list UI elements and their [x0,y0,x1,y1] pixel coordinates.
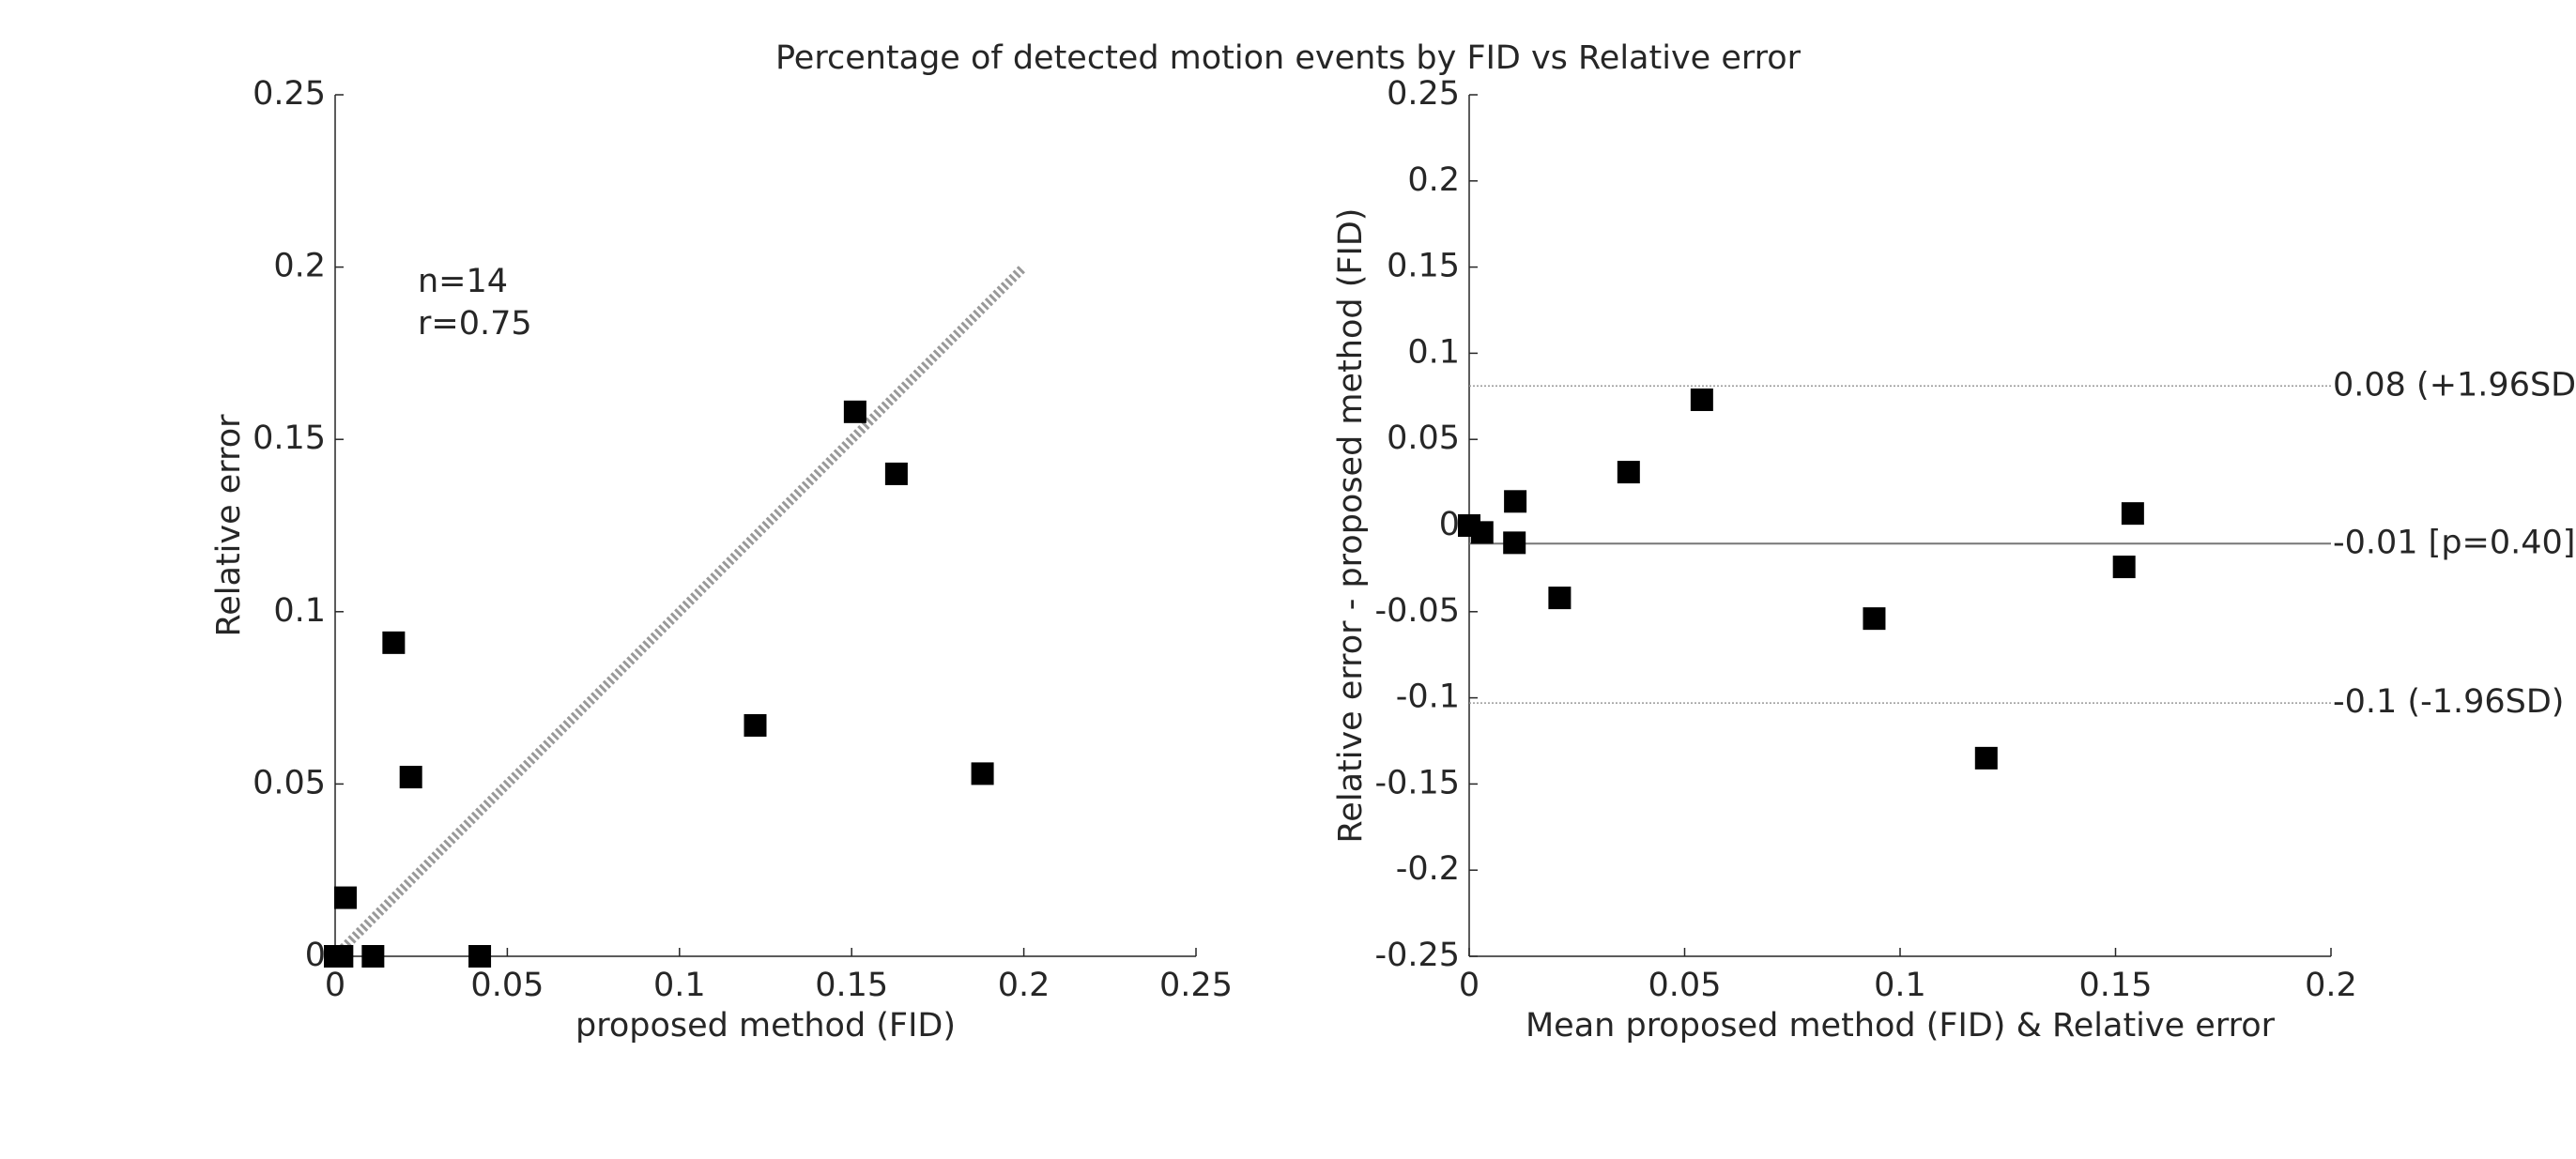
x-tick-label: 0.05 [470,967,544,1004]
x-axis-label: Mean proposed method (FID) & Relative er… [1526,1007,2276,1045]
point [399,766,422,789]
reference-line-label: 0.08 (+1.96SD) [2333,366,2576,404]
point [971,762,994,785]
y-tick-label: -0.25 [1374,937,1460,974]
x-tick-label: 0 [1459,967,1480,1004]
y-tick-label: 0.2 [273,248,326,285]
annotation: n=14 [418,263,508,300]
point [744,713,767,737]
x-tick-label: 0.15 [815,967,888,1004]
point [843,400,866,423]
point [361,945,385,968]
y-tick-label: -0.15 [1374,764,1460,801]
y-tick-label: 0.15 [253,419,326,457]
y-tick-label: 0.05 [253,764,326,801]
y-tick-label: 0.1 [273,592,326,630]
point [1974,746,1998,770]
point [1690,388,1713,411]
point [2121,502,2144,526]
x-tick-label: 0 [325,967,345,1004]
y-tick-label: 0.25 [1387,75,1460,113]
figure-title: Percentage of detected motion events by … [775,39,1802,77]
y-tick-label: 0 [1439,506,1460,543]
y-axis-label: Relative error [210,414,248,637]
point [1617,461,1640,484]
point [2112,556,2136,579]
point [382,631,406,654]
y-tick-label: 0.2 [1407,161,1460,199]
y-tick-label: -0.05 [1374,592,1460,630]
x-axis-label: proposed method (FID) [575,1007,956,1045]
point [1503,531,1526,555]
reference-line-label: -0.01 [p=0.40] [2333,524,2575,561]
y-tick-label: 0.15 [1387,248,1460,285]
identity-line [331,264,1028,960]
point [468,945,492,968]
point [1863,607,1886,631]
y-tick-label: 0.05 [1387,419,1460,457]
y-tick-label: 0 [305,937,326,974]
x-tick-label: 0.25 [1159,967,1233,1004]
y-tick-label: -0.1 [1396,679,1460,716]
point [884,462,908,485]
reference-line-label: -0.1 (-1.96SD) [2333,683,2564,721]
y-tick-label: -0.2 [1396,850,1460,888]
point [1504,490,1527,513]
point [1548,587,1572,610]
y-tick-label: 0.1 [1407,333,1460,371]
y-axis-label: Relative error - proposed method (FID) [1332,208,1370,844]
x-tick-label: 0.15 [2079,967,2153,1004]
x-tick-label: 0.2 [2305,967,2357,1004]
x-tick-label: 0.1 [1874,967,1926,1004]
y-tick-label: 0.25 [253,75,326,113]
point [330,945,354,968]
x-tick-label: 0.2 [998,967,1050,1004]
point [334,886,358,909]
point [1470,521,1494,544]
x-tick-label: 0.05 [1648,967,1722,1004]
annotation: r=0.75 [418,305,532,343]
x-tick-label: 0.1 [653,967,706,1004]
